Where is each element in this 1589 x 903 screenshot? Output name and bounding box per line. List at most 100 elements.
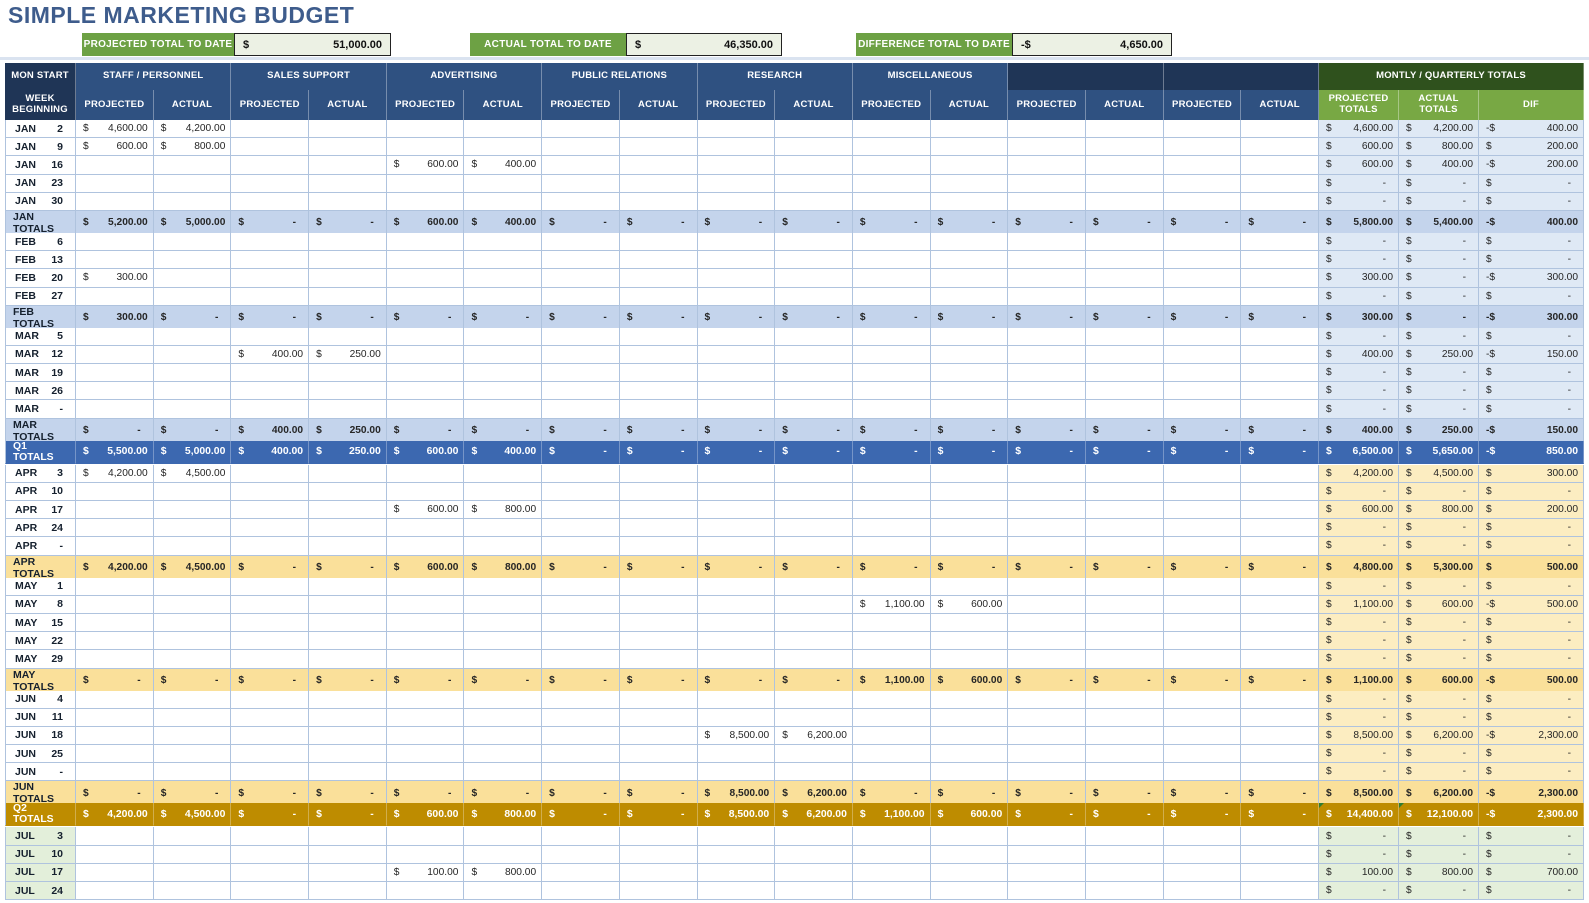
cell[interactable] <box>619 726 698 746</box>
cell[interactable] <box>309 464 387 483</box>
cell[interactable] <box>464 726 543 746</box>
totals-cell[interactable]: -$ 500.00 <box>1479 595 1584 614</box>
totals-cell[interactable]: $ - <box>1399 613 1479 633</box>
row-label[interactable]: MAY 8 <box>5 595 76 614</box>
cell[interactable]: $4,500.00 <box>153 803 232 827</box>
cell[interactable] <box>76 845 154 864</box>
cell[interactable]: $6,200.00 <box>775 803 853 827</box>
row-label[interactable]: APR 24 <box>5 519 76 538</box>
cell[interactable]: $5,000.00 <box>153 210 232 236</box>
cell[interactable] <box>930 577 1009 596</box>
header-actual[interactable]: ACTUAL <box>775 90 853 120</box>
cell[interactable] <box>464 763 543 782</box>
cell[interactable] <box>1008 690 1086 709</box>
cell[interactable] <box>76 382 154 401</box>
cell[interactable] <box>309 156 387 175</box>
cell[interactable] <box>775 138 853 157</box>
cell[interactable] <box>1241 464 1319 483</box>
cell[interactable] <box>153 501 232 520</box>
cell[interactable] <box>1241 120 1319 139</box>
cell[interactable] <box>930 174 1009 193</box>
cell[interactable] <box>464 120 543 139</box>
cell[interactable] <box>930 120 1009 139</box>
cell[interactable] <box>1163 650 1242 669</box>
cell[interactable]: $ - <box>1163 440 1242 464</box>
cell[interactable] <box>1008 519 1086 538</box>
cell[interactable] <box>697 138 776 157</box>
row-label[interactable]: JUN TOTALS <box>5 781 76 807</box>
cell[interactable]: $ - <box>1085 668 1164 694</box>
cell[interactable]: $ - <box>542 440 620 464</box>
cell[interactable] <box>76 650 154 669</box>
cell[interactable] <box>1085 708 1164 727</box>
cell[interactable] <box>386 595 465 614</box>
cell[interactable] <box>386 726 465 746</box>
cell[interactable] <box>1241 595 1319 614</box>
totals-cell[interactable]: $ - <box>1479 232 1584 252</box>
totals-cell[interactable]: $ - <box>1479 382 1584 401</box>
cell[interactable] <box>852 763 931 782</box>
cell[interactable] <box>930 192 1009 211</box>
cell[interactable] <box>76 595 154 614</box>
cell[interactable] <box>231 690 310 709</box>
cell[interactable]: $ - <box>309 803 387 827</box>
cell[interactable] <box>153 577 232 596</box>
cell[interactable] <box>930 345 1009 365</box>
cell[interactable] <box>852 827 931 846</box>
totals-cell[interactable]: $ - <box>1319 690 1399 709</box>
cell[interactable] <box>852 156 931 175</box>
cell[interactable] <box>309 763 387 782</box>
cell[interactable] <box>309 863 387 882</box>
header-totals-group[interactable]: MONTLY / QUARTERLY TOTALS <box>1319 63 1584 90</box>
cell[interactable] <box>542 595 620 614</box>
cell[interactable] <box>386 745 465 764</box>
cell[interactable] <box>1241 763 1319 782</box>
cell[interactable] <box>464 827 543 846</box>
cell[interactable] <box>76 613 154 633</box>
cell[interactable]: $4,500.00 <box>153 464 232 483</box>
cell[interactable] <box>153 327 232 346</box>
cell[interactable] <box>1085 595 1164 614</box>
totals-cell[interactable]: $ - <box>1319 613 1399 633</box>
cell[interactable] <box>1241 482 1319 501</box>
cell[interactable] <box>1008 708 1086 727</box>
totals-cell[interactable]: $ - <box>1399 251 1479 270</box>
cell[interactable] <box>386 519 465 538</box>
totals-cell[interactable]: $ - <box>1399 632 1479 651</box>
totals-cell[interactable]: $ - <box>1319 708 1399 727</box>
totals-cell[interactable]: $ - <box>1399 327 1479 346</box>
totals-cell[interactable]: $ - <box>1479 745 1584 764</box>
cell[interactable] <box>153 156 232 175</box>
cell[interactable] <box>852 382 931 401</box>
cell[interactable] <box>231 827 310 846</box>
cell[interactable] <box>1241 827 1319 846</box>
header-projected[interactable]: PROJECTED <box>852 90 931 120</box>
cell[interactable]: $400.00 <box>464 440 543 464</box>
cell[interactable] <box>619 192 698 211</box>
cell[interactable] <box>386 763 465 782</box>
totals-cell[interactable]: $ - <box>1479 251 1584 270</box>
cell[interactable]: $ - <box>76 668 154 694</box>
totals-cell[interactable]: $ - <box>1319 577 1399 596</box>
cell[interactable] <box>231 845 310 864</box>
cell[interactable] <box>231 745 310 764</box>
totals-cell[interactable]: $8,500.00 <box>1319 726 1399 746</box>
cell[interactable] <box>852 650 931 669</box>
cell[interactable] <box>1008 745 1086 764</box>
cell[interactable] <box>386 287 465 306</box>
cell[interactable]: $600.00 <box>76 138 154 157</box>
cell[interactable] <box>1241 537 1319 556</box>
cell[interactable] <box>775 464 853 483</box>
totals-cell[interactable]: $ - <box>1479 519 1584 538</box>
totals-cell[interactable]: $ - <box>1399 650 1479 669</box>
cell[interactable] <box>309 595 387 614</box>
totals-cell[interactable]: $200.00 <box>1479 138 1584 157</box>
cell[interactable]: $ - <box>1008 418 1086 444</box>
cell[interactable] <box>464 269 543 288</box>
totals-cell[interactable]: $ - <box>1399 482 1479 501</box>
cell[interactable]: $ - <box>930 555 1009 581</box>
cell[interactable] <box>542 708 620 727</box>
cell[interactable] <box>930 708 1009 727</box>
cell[interactable] <box>542 745 620 764</box>
cell[interactable] <box>697 464 776 483</box>
